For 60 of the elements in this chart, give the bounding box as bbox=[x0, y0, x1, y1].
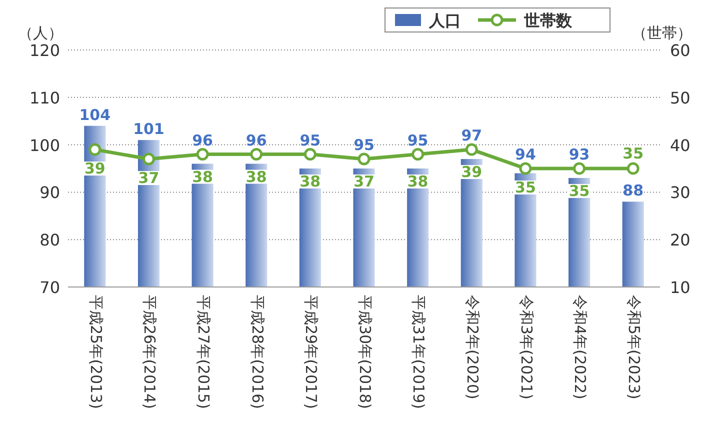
x-tick-label: 令和5年(2023) bbox=[624, 295, 643, 400]
x-tick-label: 平成27年(2015) bbox=[194, 295, 212, 409]
data-label: 35 bbox=[568, 182, 590, 200]
data-label: 93 bbox=[568, 146, 590, 164]
data-label: 38 bbox=[192, 168, 213, 186]
data-label: 88 bbox=[622, 182, 644, 200]
data-label: 101 bbox=[133, 120, 164, 138]
data-label: 35 bbox=[515, 178, 536, 196]
data-label: 39 bbox=[84, 160, 106, 178]
y-axis-title: （人） bbox=[18, 24, 63, 42]
point bbox=[626, 162, 640, 175]
point bbox=[412, 148, 424, 161]
x-tick-label: 令和4年(2022) bbox=[571, 295, 590, 400]
data-label: 35 bbox=[622, 144, 644, 162]
legend-label: 人口 bbox=[428, 11, 461, 30]
y-tick-label: 120 bbox=[29, 41, 60, 60]
x-tick-label: 平成29年(2017) bbox=[302, 295, 320, 409]
y2-tick-label: 30 bbox=[670, 183, 690, 202]
data-label: 95 bbox=[407, 131, 428, 150]
point bbox=[465, 143, 478, 156]
data-label: 94 bbox=[515, 146, 536, 164]
x-tick-label: 平成28年(2016) bbox=[248, 295, 266, 409]
point bbox=[196, 148, 209, 161]
data-label: 37 bbox=[138, 169, 160, 188]
point bbox=[250, 148, 263, 161]
y-tick-label: 100 bbox=[29, 136, 60, 155]
point bbox=[142, 152, 155, 166]
data-label: 38 bbox=[407, 172, 428, 190]
x-tick-label: 平成26年(2014) bbox=[140, 295, 159, 409]
y2-tick-label: 50 bbox=[670, 88, 690, 108]
data-label: 96 bbox=[192, 131, 213, 150]
data-label: 38 bbox=[300, 172, 321, 190]
y2-tick-label: 40 bbox=[670, 136, 690, 155]
y-tick-label: 110 bbox=[29, 88, 60, 108]
data-label: 97 bbox=[461, 126, 482, 145]
y-tick-label: 80 bbox=[40, 230, 60, 250]
x-tick-label: 平成25年(2013) bbox=[86, 295, 105, 409]
x-tick-label: 令和2年(2020) bbox=[464, 295, 482, 400]
point bbox=[88, 143, 102, 156]
y2-axis-title: （世帯） bbox=[632, 24, 692, 42]
legend-label: 世帯数 bbox=[523, 11, 573, 30]
x-tick-label: 平成31年(2019) bbox=[410, 295, 428, 409]
point bbox=[519, 162, 532, 175]
y2-tick-label: 20 bbox=[670, 230, 690, 250]
data-label: 104 bbox=[79, 106, 111, 124]
y-tick-label: 90 bbox=[40, 183, 60, 202]
point bbox=[573, 162, 586, 175]
y2-tick-label: 10 bbox=[670, 278, 690, 297]
data-label: 37 bbox=[354, 172, 374, 190]
data-label: 96 bbox=[246, 131, 267, 150]
data-label: 38 bbox=[246, 168, 267, 186]
point bbox=[358, 152, 370, 166]
data-label: 39 bbox=[461, 163, 482, 182]
point bbox=[304, 148, 316, 161]
y2-tick-label: 60 bbox=[670, 41, 690, 60]
y-tick-label: 70 bbox=[40, 278, 60, 297]
data-label: 95 bbox=[300, 131, 321, 150]
x-tick-label: 令和3年(2021) bbox=[517, 295, 536, 400]
data-label: 95 bbox=[354, 136, 374, 154]
x-tick-label: 平成30年(2018) bbox=[356, 295, 374, 409]
